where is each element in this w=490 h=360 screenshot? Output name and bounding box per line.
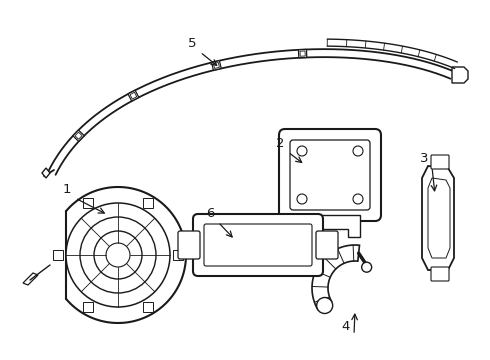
Polygon shape (23, 273, 38, 285)
Circle shape (317, 297, 333, 314)
FancyBboxPatch shape (431, 267, 449, 281)
Bar (83, 198, 93, 208)
Bar (214, 62, 220, 68)
Polygon shape (422, 166, 454, 270)
Circle shape (80, 217, 156, 293)
FancyBboxPatch shape (279, 129, 381, 221)
Bar (83, 302, 93, 312)
Text: 4: 4 (342, 320, 350, 333)
FancyBboxPatch shape (178, 231, 200, 259)
Bar (298, 49, 307, 58)
Bar (53, 250, 63, 260)
Polygon shape (42, 168, 50, 178)
Circle shape (297, 194, 307, 204)
FancyBboxPatch shape (431, 155, 449, 169)
Circle shape (353, 146, 363, 156)
Text: 2: 2 (276, 137, 284, 150)
Bar (130, 92, 137, 99)
Text: 3: 3 (420, 152, 428, 165)
Text: 6: 6 (206, 207, 214, 220)
FancyBboxPatch shape (204, 224, 312, 266)
Bar (73, 130, 84, 141)
FancyBboxPatch shape (316, 231, 338, 259)
Bar (128, 90, 139, 101)
Circle shape (297, 146, 307, 156)
FancyBboxPatch shape (193, 214, 323, 276)
Circle shape (353, 194, 363, 204)
Polygon shape (300, 215, 360, 237)
Polygon shape (312, 245, 360, 310)
Text: 5: 5 (188, 37, 196, 50)
Bar (143, 302, 153, 312)
Bar (173, 250, 183, 260)
Circle shape (66, 203, 170, 307)
Polygon shape (428, 178, 450, 258)
Circle shape (94, 231, 142, 279)
Text: 1: 1 (63, 183, 71, 196)
Circle shape (362, 262, 371, 272)
Bar (75, 132, 82, 139)
Bar (300, 51, 305, 56)
Polygon shape (452, 67, 468, 83)
FancyBboxPatch shape (290, 140, 370, 210)
Circle shape (106, 243, 130, 267)
Bar (143, 198, 153, 208)
Bar (212, 60, 221, 70)
